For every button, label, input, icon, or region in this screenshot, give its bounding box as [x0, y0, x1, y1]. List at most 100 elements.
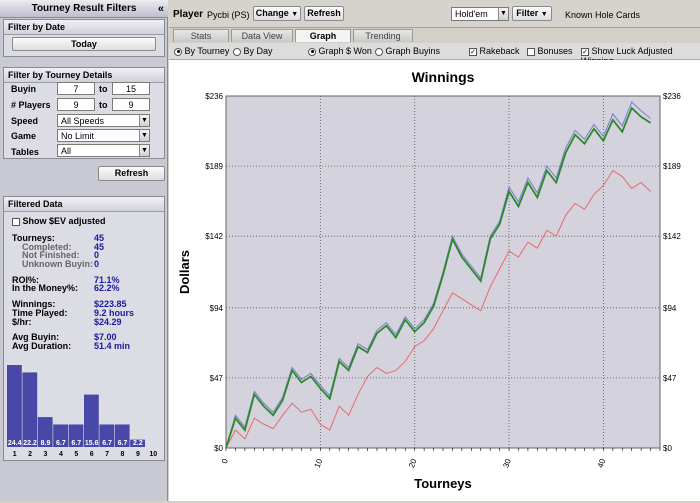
y-tick-label: $236 [205, 92, 223, 101]
bonuses-label: Bonuses [537, 46, 573, 56]
series-line [225, 169, 651, 449]
stat-label: Time Played: [12, 307, 68, 318]
today-button[interactable]: Today [12, 37, 156, 51]
tourney-details-title: Filter by Tourney Details [4, 68, 164, 83]
chevron-down-icon[interactable]: ▼ [139, 130, 149, 141]
y-tick-label-right: $142 [663, 232, 681, 241]
stat-value: 71.1% [94, 274, 120, 285]
tab-graph[interactable]: Graph [295, 29, 351, 42]
histogram-value-label: 6.7 [71, 440, 81, 447]
chevron-down-icon[interactable]: ▼ [498, 8, 508, 20]
speed-label: Speed [11, 116, 39, 126]
x-tick-label: 20 [407, 457, 419, 469]
stat-label: In the Money%: [12, 283, 79, 294]
by-day-label: By Day [243, 46, 273, 56]
chevron-down-icon: ▼ [291, 11, 299, 18]
speed-select[interactable]: All Speeds ▼ [57, 114, 150, 127]
tourney-details-panel: Filter by Tourney Details Buyin 7 to 15 … [3, 67, 165, 159]
stat-value: $24.29 [94, 316, 122, 327]
game-select[interactable]: No Limit ▼ [57, 129, 150, 142]
rakeback-label: Rakeback [479, 46, 520, 56]
tab-stats[interactable]: Stats [173, 29, 229, 42]
histogram-category-label: 8 [121, 451, 125, 458]
stat-label: Avg Buyin: [12, 332, 60, 343]
tab-data-view[interactable]: Data View [231, 29, 293, 42]
buyin-label: Buyin [11, 84, 37, 94]
filter-button[interactable]: Filter ▼ [512, 6, 552, 21]
histogram-category-label: 1 [13, 451, 17, 458]
players-to-field[interactable]: 9 [112, 98, 150, 111]
refresh-button[interactable]: Refresh [98, 166, 165, 181]
chart-area: $0 $0 $47 $47 $94 $94 $142 $142 $189 $189 $236 $236… [169, 60, 700, 501]
players-from-field[interactable]: 9 [57, 98, 95, 111]
stat-value: 0 [94, 250, 100, 261]
y-tick-label: $189 [205, 162, 223, 171]
x-tick-label: 30 [501, 457, 513, 469]
radio-selected-icon [174, 47, 182, 56]
show-ev-checkbox[interactable]: Show $EV adjusted [12, 216, 106, 226]
bonuses-checkbox[interactable]: Bonuses [527, 46, 573, 56]
y-tick-label: $47 [210, 374, 224, 383]
y-tick-label: $142 [205, 232, 223, 241]
stat-value: 45 [94, 241, 105, 252]
radio-selected-icon [308, 47, 316, 56]
y-tick-label-right: $189 [663, 162, 681, 171]
game-type-select[interactable]: Hold'em ▼ [451, 7, 509, 21]
histogram-value-label: 6.7 [118, 440, 128, 447]
stat-label: ROI%: [12, 274, 39, 285]
sidebar: Tourney Result Filters « Filter by Date … [0, 0, 168, 501]
top-refresh-button[interactable]: Refresh [304, 6, 344, 21]
histogram-category-label: 7 [105, 451, 109, 458]
y-tick-label-right: $94 [663, 304, 677, 313]
checkbox-icon [12, 217, 20, 226]
y-tick-label-right: $236 [663, 92, 681, 101]
graph-won-radio[interactable]: Graph $ Won [308, 46, 372, 56]
tables-label: Tables [11, 147, 39, 157]
speed-value: All Speeds [61, 116, 105, 126]
tab-trending[interactable]: Trending [353, 29, 413, 42]
histogram-category-label: 5 [74, 451, 78, 458]
filter-by-date-title: Filter by Date [4, 20, 164, 35]
rakeback-checkbox[interactable]: ✓ Rakeback [469, 46, 520, 56]
stat-label: Tourneys: [12, 233, 55, 243]
stat-value: $7.00 [94, 332, 117, 343]
known-hole-cards-label: Known Hole Cards [565, 10, 641, 20]
by-day-radio[interactable]: By Day [233, 46, 273, 56]
series-line [225, 106, 652, 449]
stat-label: $/hr: [12, 316, 32, 327]
collapse-icon[interactable]: « [157, 3, 164, 15]
x-tick-label: 0 [220, 457, 230, 465]
by-tourney-radio[interactable]: By Tourney [174, 46, 229, 56]
buyin-from-field[interactable]: 7 [57, 82, 95, 95]
buyin-to-field[interactable]: 15 [112, 82, 150, 95]
player-label: Player [173, 9, 204, 20]
filter-button-label: Filter [516, 8, 539, 18]
change-button[interactable]: Change ▼ [253, 6, 301, 21]
game-type-value: Hold'em [455, 9, 488, 19]
histogram-bar [53, 424, 68, 447]
histogram-category-label: 9 [136, 451, 140, 458]
tables-select[interactable]: All ▼ [57, 144, 150, 157]
histogram-bar [37, 417, 53, 447]
graph-buyins-radio[interactable]: Graph Buyins [375, 46, 440, 56]
filtered-data-title: Filtered Data [4, 197, 164, 212]
stat-value: $223.85 [94, 299, 127, 310]
tables-value: All [61, 146, 72, 156]
histogram-category-label: 4 [59, 451, 63, 458]
histogram-bar [99, 424, 115, 447]
x-axis-label: Tourneys [414, 476, 472, 491]
graph-options-bar: By Tourney By Day Graph $ Won Graph Buyi… [169, 43, 700, 66]
histogram-value-label: 8.9 [41, 440, 51, 447]
by-tourney-label: By Tourney [184, 46, 230, 56]
buyin-histogram: 24.4 1 22.2 2 8.9 3 6.7 4 6.7 5 15.6 6 6.7 7 6.7 8 2.2 9 1… [7, 365, 157, 458]
x-tick-label: 10 [313, 457, 325, 469]
histogram-value-label: 6.7 [56, 440, 66, 447]
histogram-value-label: 15.6 [85, 440, 99, 447]
tab-bar: Stats Data View Graph Trending [169, 29, 700, 42]
histogram-category-label: 6 [90, 451, 94, 458]
chevron-down-icon[interactable]: ▼ [139, 145, 149, 156]
chevron-down-icon[interactable]: ▼ [139, 115, 149, 126]
y-tick-label: $94 [210, 304, 224, 313]
stat-value: 45 [94, 233, 105, 243]
histogram-value-label: 6.7 [102, 440, 112, 447]
